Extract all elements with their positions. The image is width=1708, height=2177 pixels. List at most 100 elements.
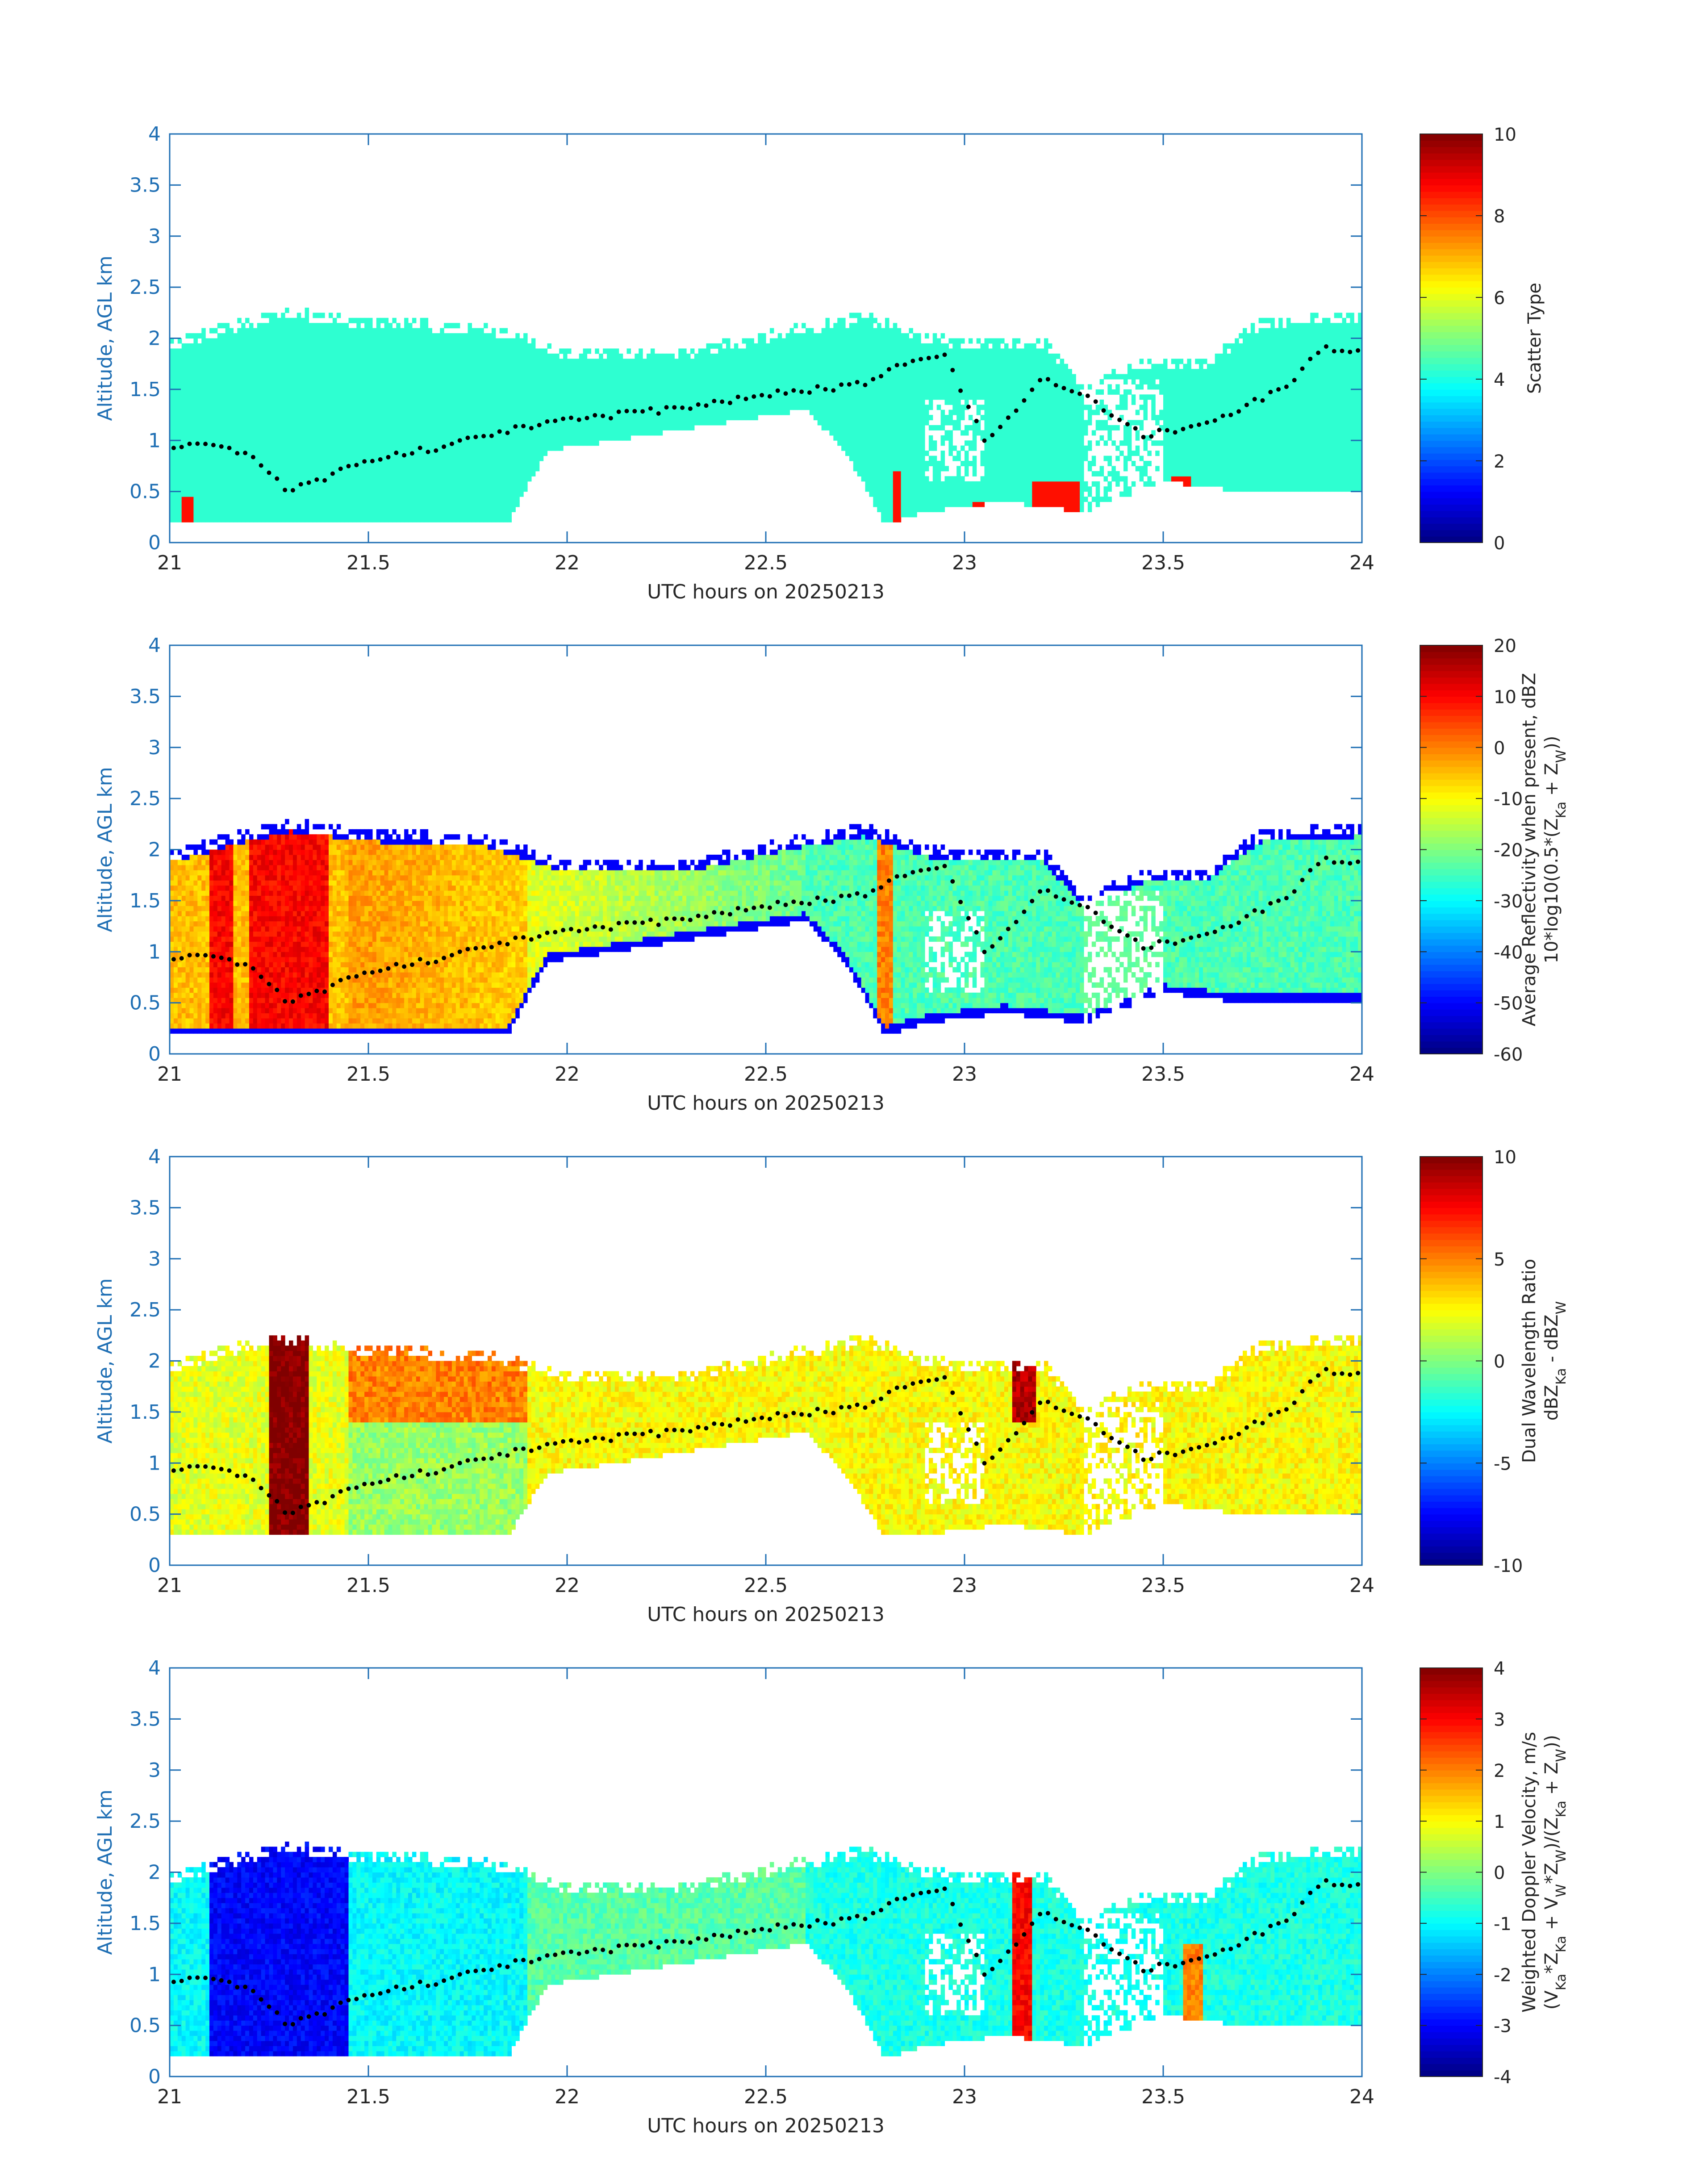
heatmap-cell — [504, 512, 508, 517]
heatmap-cell — [563, 389, 568, 395]
heatmap-cell — [313, 512, 317, 517]
heatmap-cell — [567, 374, 572, 380]
heatmap-cell — [249, 364, 254, 369]
heatmap-cell — [849, 435, 854, 441]
heatmap-cell — [281, 502, 285, 507]
heatmap-cell — [186, 374, 190, 380]
heatmap-cell — [448, 379, 452, 384]
heatmap-cell — [333, 430, 337, 435]
heatmap-cell — [201, 333, 206, 338]
heatmap-cell — [345, 440, 349, 446]
heatmap-cell — [182, 481, 186, 487]
heatmap-cell — [221, 410, 226, 415]
heatmap-cell — [190, 384, 194, 389]
heatmap-cell — [670, 410, 675, 415]
heatmap-cell — [360, 466, 365, 471]
heatmap-cell — [337, 517, 341, 522]
heatmap-cell — [325, 354, 329, 359]
heatmap-cell — [233, 394, 238, 400]
heatmap-cell — [444, 374, 448, 380]
heatmap-cell — [758, 333, 762, 338]
heatmap-cell — [174, 374, 178, 380]
heatmap-cell — [758, 343, 762, 349]
heatmap-cell — [249, 446, 254, 451]
heatmap-cell — [261, 359, 266, 364]
heatmap-cell — [368, 415, 373, 420]
heatmap-cell — [782, 400, 786, 405]
heatmap-cell — [818, 400, 822, 405]
heatmap-cell — [197, 481, 202, 487]
heatmap-cell — [384, 466, 389, 471]
heatmap-cell — [682, 394, 687, 400]
heatmap-cell — [802, 379, 806, 384]
heatmap-cell — [857, 389, 862, 395]
heatmap-cell — [651, 364, 655, 369]
heatmap-cell — [237, 497, 242, 502]
heatmap-cell — [245, 348, 250, 354]
heatmap-cell — [368, 389, 373, 395]
heatmap-cell — [226, 471, 230, 476]
heatmap-cell — [356, 446, 361, 451]
heatmap-cell — [833, 420, 838, 426]
heatmap-cell — [341, 384, 345, 389]
heatmap-cell — [261, 430, 266, 435]
heatmap-cell — [567, 425, 572, 430]
heatmap-cell — [337, 512, 341, 517]
heatmap-cell — [523, 374, 528, 380]
heatmap-cell — [356, 394, 361, 400]
heatmap-cell — [806, 379, 810, 384]
heatmap-cell — [432, 502, 436, 507]
heatmap-cell — [543, 451, 548, 456]
heatmap-cell — [321, 384, 325, 389]
heatmap-cell — [388, 507, 393, 512]
heatmap-cell — [468, 440, 472, 446]
heatmap-cell — [345, 497, 349, 502]
heatmap-cell — [309, 507, 313, 512]
heatmap-cell — [325, 486, 329, 492]
heatmap-cell — [356, 348, 361, 354]
heatmap-cell — [663, 379, 667, 384]
heatmap-cell — [408, 328, 413, 334]
heatmap-cell — [567, 420, 572, 426]
heatmap-cell — [829, 338, 834, 344]
heatmap-cell — [806, 374, 810, 380]
heatmap-cell — [293, 466, 297, 471]
heatmap-cell — [174, 354, 178, 359]
heatmap-cell — [500, 348, 504, 354]
heatmap-cell — [607, 379, 611, 384]
heatmap-cell — [230, 440, 234, 446]
heatmap-cell — [448, 364, 452, 369]
heatmap-cell — [396, 359, 401, 364]
heatmap-cell — [464, 517, 468, 522]
heatmap-cell — [269, 517, 274, 522]
heatmap-cell — [337, 476, 341, 481]
heatmap-cell — [464, 389, 468, 395]
heatmap-cell — [492, 359, 496, 364]
heatmap-cell — [333, 323, 337, 328]
heatmap-cell — [384, 389, 389, 395]
heatmap-cell — [515, 456, 520, 461]
heatmap-cell — [305, 318, 309, 323]
heatmap-cell — [230, 384, 234, 389]
heatmap-cell — [559, 446, 564, 451]
heatmap-cell — [356, 364, 361, 369]
heatmap-cell — [245, 400, 250, 405]
heatmap-cell — [750, 343, 754, 349]
heatmap-cell — [329, 323, 333, 328]
heatmap-cell — [265, 328, 270, 334]
heatmap-cell — [424, 461, 429, 466]
heatmap-cell — [810, 328, 814, 334]
heatmap-cell — [440, 451, 444, 456]
heatmap-cell — [249, 343, 254, 349]
heatmap-cell — [237, 333, 242, 338]
heatmap-cell — [806, 338, 810, 344]
heatmap-cell — [197, 420, 202, 426]
heatmap-cell — [289, 512, 293, 517]
heatmap-cell — [241, 466, 246, 471]
heatmap-cell — [221, 389, 226, 395]
heatmap-cell — [476, 451, 480, 456]
heatmap-cell — [174, 369, 178, 374]
heatmap-cell — [452, 461, 456, 466]
heatmap-cell — [853, 374, 858, 380]
heatmap-cell — [444, 435, 448, 441]
